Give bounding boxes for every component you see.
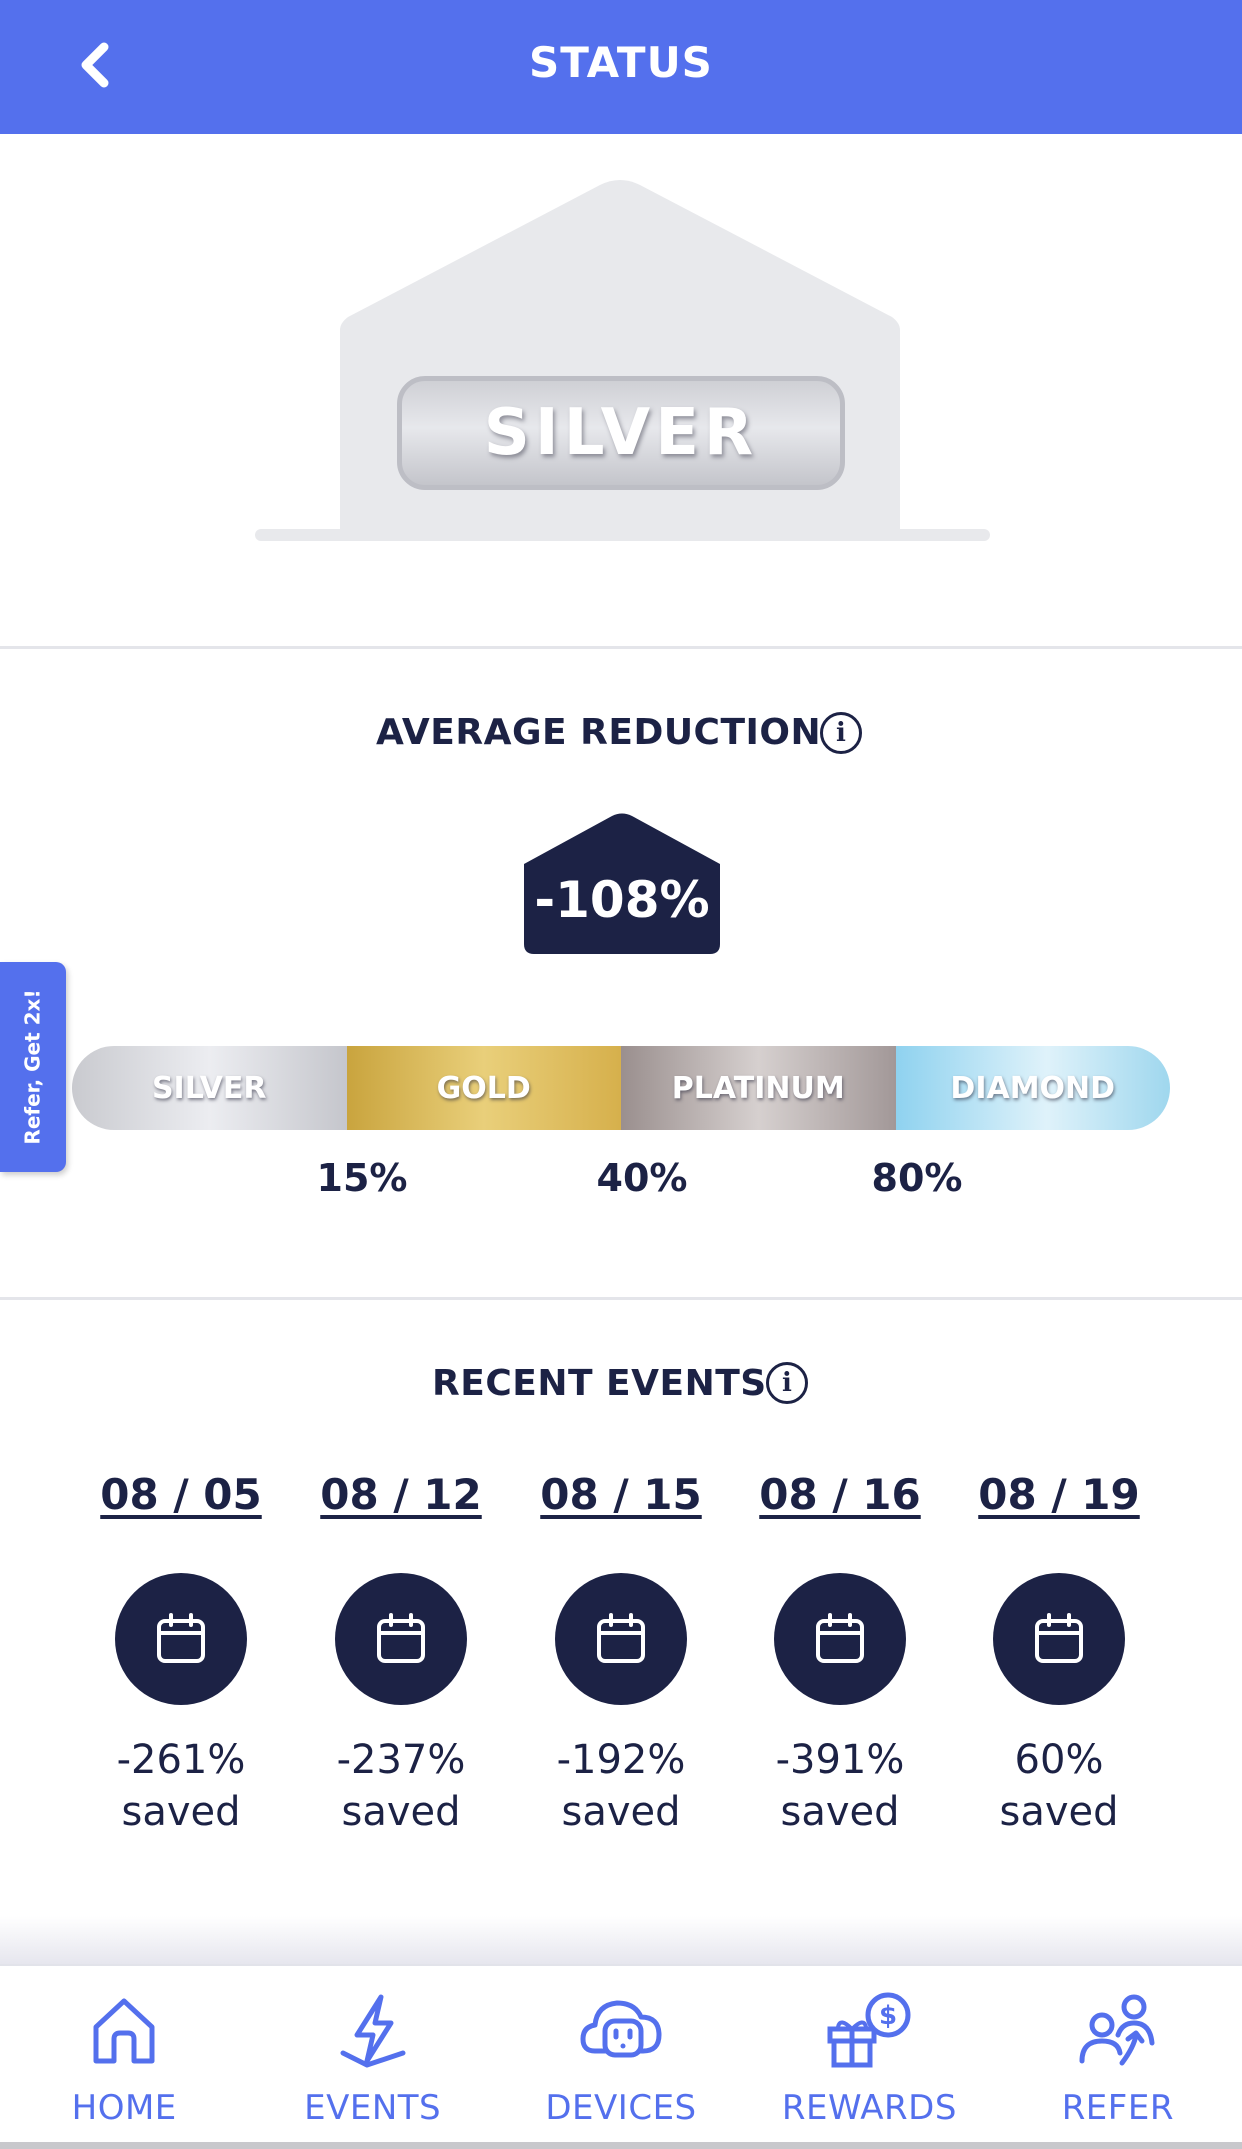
nav-rewards[interactable]: $ REWARDS <box>745 1966 993 2144</box>
threshold-platinum: 40% <box>596 1156 688 1200</box>
event-date-link[interactable]: 08 / 19 <box>978 1470 1140 1519</box>
gift-dollar-icon: $ <box>827 1992 911 2068</box>
threshold-gold: 15% <box>316 1156 408 1200</box>
users-arrow-icon <box>1079 1994 1155 2066</box>
event-saved-label: saved <box>780 1789 900 1835</box>
event-item: 08 / 12 -237% saved <box>306 1470 496 1835</box>
section-divider <box>0 646 1242 649</box>
refer-side-tab-label: Refer, Get 2x! <box>21 989 45 1145</box>
nav-refer-label: REFER <box>1061 2088 1174 2128</box>
event-percent: -192% <box>556 1737 686 1783</box>
home-icon <box>93 1998 155 2064</box>
reduction-house-badge <box>524 813 720 954</box>
event-percent: -237% <box>336 1737 466 1783</box>
svg-text:$: $ <box>879 2001 897 2031</box>
back-button[interactable] <box>60 30 130 100</box>
calendar-icon <box>597 1613 645 1663</box>
calendar-icon <box>377 1613 425 1663</box>
event-date-link[interactable]: 08 / 15 <box>540 1470 702 1519</box>
tier-platinum: PLATINUM <box>621 1046 896 1130</box>
event-percent: 60% <box>1014 1737 1104 1783</box>
event-saved-label: saved <box>999 1789 1119 1835</box>
nav-refer[interactable]: REFER <box>994 1966 1242 2144</box>
tier-diamond: DIAMOND <box>895 1046 1170 1130</box>
status-house-icon <box>255 180 990 541</box>
event-item: 08 / 15 -192% saved <box>526 1470 716 1835</box>
status-level-badge: SILVER <box>397 376 845 490</box>
section-divider <box>0 1297 1242 1300</box>
lightning-icon <box>340 1994 406 2068</box>
event-calendar-button[interactable] <box>335 1573 467 1705</box>
bottom-navigation: HOME EVENTS DEVICES <box>0 1964 1242 2144</box>
average-reduction-title: AVERAGE REDUCTION <box>376 712 822 753</box>
tier-progress-bar: SILVER GOLD PLATINUM DIAMOND <box>72 1046 1170 1130</box>
recent-events-title: RECENT EVENTS <box>432 1363 767 1404</box>
event-date-link[interactable]: 08 / 12 <box>320 1470 482 1519</box>
top-header <box>0 0 1242 134</box>
outlet-icon <box>580 2000 662 2058</box>
event-calendar-button[interactable] <box>993 1573 1125 1705</box>
recent-events-info-icon[interactable]: i <box>766 1362 808 1404</box>
tier-silver: SILVER <box>72 1046 347 1130</box>
event-item: 08 / 05 -261% saved <box>86 1470 276 1835</box>
calendar-icon <box>816 1613 864 1663</box>
calendar-icon <box>157 1613 205 1663</box>
event-date-link[interactable]: 08 / 16 <box>759 1470 921 1519</box>
chevron-left-icon <box>81 42 109 88</box>
nav-events-label: EVENTS <box>304 2088 442 2128</box>
average-reduction-info-icon[interactable]: i <box>820 712 862 754</box>
calendar-icon <box>1035 1613 1083 1663</box>
nav-home-label: HOME <box>71 2088 177 2128</box>
event-saved-label: saved <box>561 1789 681 1835</box>
event-calendar-button[interactable] <box>115 1573 247 1705</box>
event-item: 08 / 19 60% saved <box>964 1470 1154 1835</box>
event-saved-label: saved <box>341 1789 461 1835</box>
page-title: STATUS <box>529 38 713 87</box>
nav-events[interactable]: EVENTS <box>248 1966 496 2144</box>
content-bottom-shadow <box>0 1916 1242 1964</box>
nav-devices-label: DEVICES <box>545 2088 697 2128</box>
tier-gold: GOLD <box>346 1046 621 1130</box>
event-percent: -261% <box>116 1737 246 1783</box>
nav-home[interactable]: HOME <box>0 1966 248 2144</box>
event-saved-label: saved <box>121 1789 241 1835</box>
event-item: 08 / 16 -391% saved <box>745 1470 935 1835</box>
event-percent: -391% <box>775 1737 905 1783</box>
threshold-diamond: 80% <box>871 1156 963 1200</box>
event-calendar-button[interactable] <box>555 1573 687 1705</box>
home-indicator-strip <box>0 2142 1242 2149</box>
refer-side-tab[interactable]: Refer, Get 2x! <box>0 962 66 1172</box>
nav-devices[interactable]: DEVICES <box>497 1966 745 2144</box>
nav-rewards-label: REWARDS <box>781 2088 957 2128</box>
event-calendar-button[interactable] <box>774 1573 906 1705</box>
average-reduction-value: -108% <box>534 871 710 929</box>
event-date-link[interactable]: 08 / 05 <box>100 1470 262 1519</box>
